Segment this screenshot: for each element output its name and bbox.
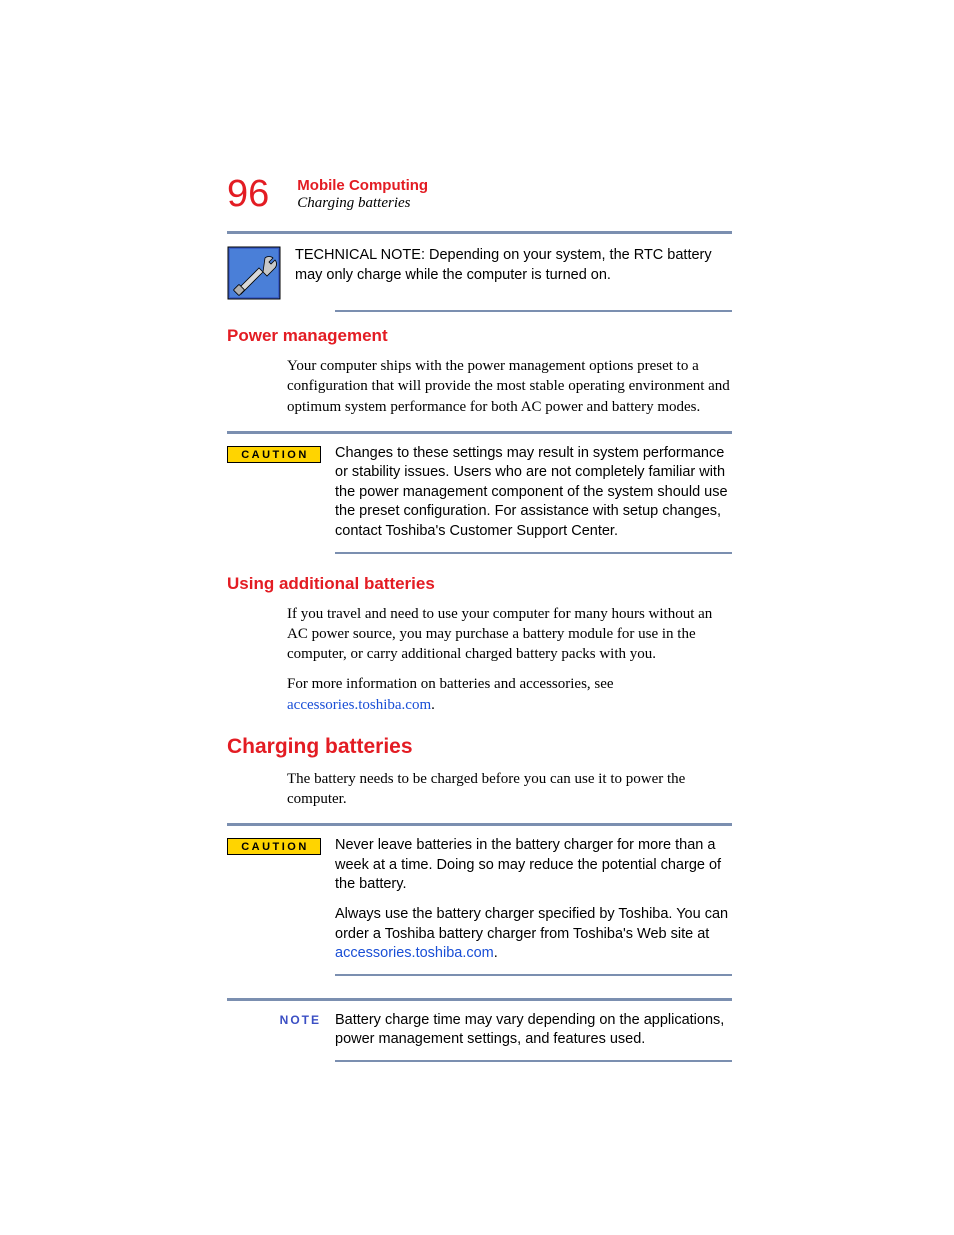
accessories-link[interactable]: accessories.toshiba.com <box>335 945 494 961</box>
chapter-title: Mobile Computing <box>297 177 428 194</box>
page-number: 96 <box>227 175 269 213</box>
caution-callout: CAUTION Changes to these settings may re… <box>227 444 732 542</box>
heading-charging-batteries: Charging batteries <box>227 735 732 759</box>
more-info-prefix: For more information on batteries and ac… <box>287 676 614 692</box>
note-text: Battery charge time may vary depending o… <box>335 1011 732 1050</box>
divider-rule <box>227 823 732 826</box>
section-subtitle: Charging batteries <box>297 195 428 212</box>
caution-callout: CAUTION Never leave batteries in the bat… <box>227 836 732 963</box>
note-callout: NOTE Battery charge time may vary depend… <box>227 1011 732 1050</box>
wrench-icon <box>227 246 281 300</box>
header-titles: Mobile Computing Charging batteries <box>297 175 428 212</box>
divider-rule <box>227 431 732 434</box>
period: . <box>494 945 498 961</box>
period: . <box>431 697 435 713</box>
caution-badge: CAUTION <box>227 446 321 463</box>
note-badge: NOTE <box>227 1013 321 1027</box>
heading-power-management: Power management <box>227 326 732 346</box>
additional-batteries-body: If you travel and need to use your compu… <box>287 604 732 665</box>
page-header: 96 Mobile Computing Charging batteries <box>227 175 732 213</box>
technical-note-callout: TECHNICAL NOTE: Depending on your system… <box>227 246 732 300</box>
divider-rule <box>335 974 732 976</box>
caution-text: Changes to these settings may result in … <box>335 444 732 542</box>
accessories-link[interactable]: accessories.toshiba.com <box>287 697 431 713</box>
caution2-p2: Always use the battery charger specified… <box>335 905 732 964</box>
page-content: 96 Mobile Computing Charging batteries T… <box>227 175 732 1062</box>
caution-text: Never leave batteries in the battery cha… <box>335 836 732 963</box>
caution2-p1: Never leave batteries in the battery cha… <box>335 836 732 895</box>
caution2-prefix: Always use the battery charger specified… <box>335 906 728 942</box>
divider-rule <box>335 310 732 312</box>
caution-badge: CAUTION <box>227 838 321 855</box>
divider-rule <box>227 231 732 234</box>
technical-note-text: TECHNICAL NOTE: Depending on your system… <box>295 246 732 285</box>
divider-rule <box>227 998 732 1001</box>
charging-body: The battery needs to be charged before y… <box>287 769 732 810</box>
divider-rule <box>335 1060 732 1062</box>
more-info-text: For more information on batteries and ac… <box>287 674 732 715</box>
divider-rule <box>335 552 732 554</box>
power-management-body: Your computer ships with the power manag… <box>287 356 732 417</box>
heading-additional-batteries: Using additional batteries <box>227 574 732 594</box>
